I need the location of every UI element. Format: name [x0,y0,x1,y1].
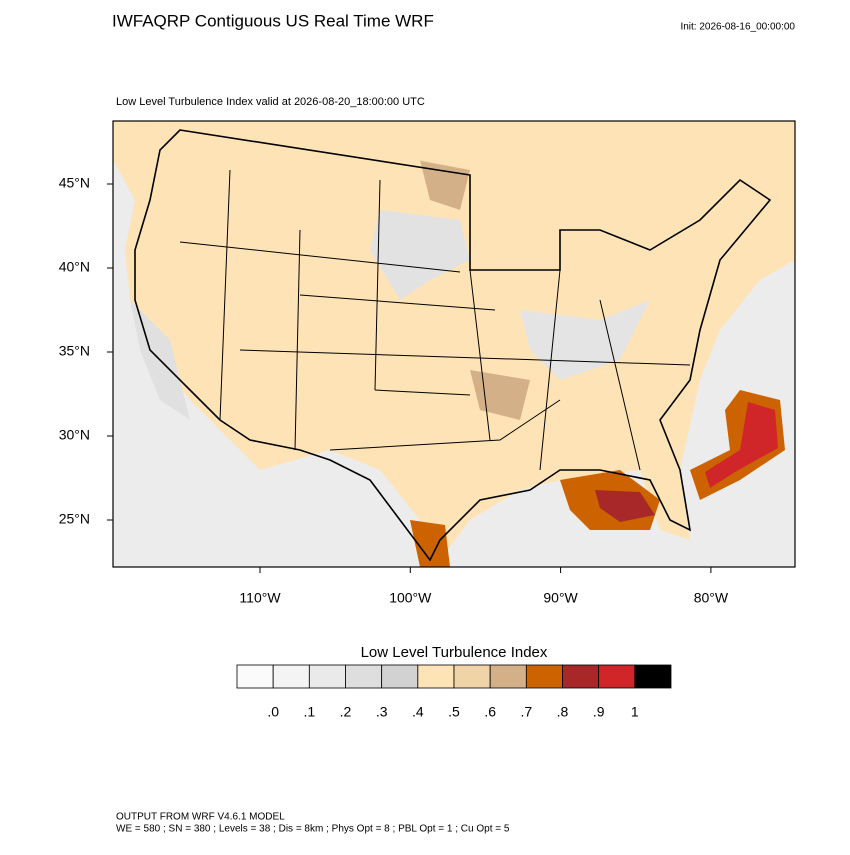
gulf-max [595,490,655,522]
canada-field [113,121,795,240]
colorbar-swatch [525,664,563,689]
lat-label: 40°N [59,259,90,275]
lat-label: 30°N [59,427,90,443]
colorbar-swatch [381,664,419,689]
colorbar-label: .2 [340,704,352,720]
colorbar-label: .0 [267,704,279,720]
low-region [370,210,470,300]
high-region [470,370,530,420]
subtitle: Low Level Turbulence Index valid at 2026… [116,96,425,108]
texas-max [410,520,450,567]
colorbar-swatch [236,664,274,689]
colorbar-label: .4 [412,704,424,720]
lon-label: 110°W [239,590,281,606]
map-frame [112,120,796,568]
colorbar-swatch [598,664,636,689]
colorbar-label: .9 [593,704,605,720]
colorbar-label: .1 [303,704,315,720]
colorbar-swatch [272,664,310,689]
lon-label: 90°W [543,590,578,606]
colorbar-swatch [489,664,527,689]
colorbar-label: .6 [484,704,496,720]
lat-label: 35°N [59,343,90,359]
footer-line: OUTPUT FROM WRF V4.6.1 MODEL [116,812,285,823]
colorbar-swatch [345,664,383,689]
lat-label: 45°N [59,175,90,191]
state-borders [179,169,691,471]
colorbar-swatch [634,664,672,689]
atlantic-max [705,402,778,488]
colorbar-label: .5 [448,704,460,720]
colorbar-label: .3 [376,704,388,720]
lon-label: 80°W [694,590,729,606]
colorbar-swatch [308,664,346,689]
colorbar-label: 1 [631,704,639,720]
title: IWFAQRP Contiguous US Real Time WRF [112,11,434,30]
init-time: Init: 2026-08-16_00:00:00 [680,22,795,33]
colorbar-label: .7 [520,704,532,720]
colorbar-swatch [562,664,600,689]
colorbar-swatch [453,664,491,689]
map: 45°N 40°N 35°N 30°N 25°N 110°W 100°W 90°W 80°W [59,120,796,606]
lat-label: 25°N [59,511,90,527]
colorbar: .0 .1 .2 .3 .4 .5 .6 .7 .8 .9 1 [236,664,672,720]
lon-label: 100°W [389,590,432,606]
colorbar-label: .8 [557,704,569,720]
colorbar-title: Low Level Turbulence Index [361,644,548,661]
colorbar-swatch [417,664,455,689]
us-outline [134,129,772,562]
footer-line: WE = 580 ; SN = 380 ; Levels = 38 ; Dis … [116,824,510,835]
